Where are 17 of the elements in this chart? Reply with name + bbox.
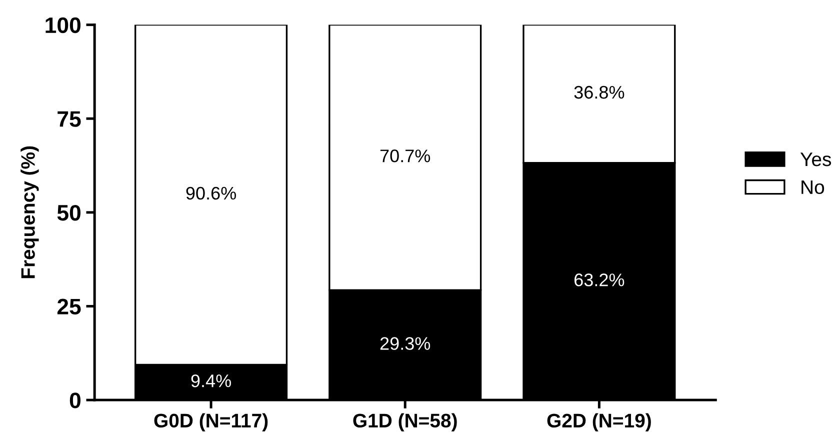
legend-label: No <box>802 180 824 194</box>
y-tick-label: 25 <box>57 298 81 314</box>
data-label: 63.2% <box>574 274 624 286</box>
y-tick-label: 100 <box>46 17 80 34</box>
x-tick-label: G2D (N=19) <box>547 413 651 432</box>
x-tick-label: G0D (N=117) <box>154 413 268 432</box>
y-axis-title: Frequency (%) <box>20 146 39 278</box>
y-tick-label: 50 <box>57 204 80 221</box>
data-label: 9.4% <box>191 374 231 388</box>
x-tick-label: G1D (N=58) <box>353 413 457 432</box>
y-tick-label: 75 <box>58 111 81 127</box>
data-label: 29.3% <box>380 337 430 350</box>
y-tick-label: 0 <box>70 392 80 408</box>
legend-label: Yes <box>800 152 832 166</box>
data-label: 36.8% <box>574 86 624 99</box>
data-label: 90.6% <box>186 186 236 200</box>
data-label: 70.7% <box>380 150 430 162</box>
